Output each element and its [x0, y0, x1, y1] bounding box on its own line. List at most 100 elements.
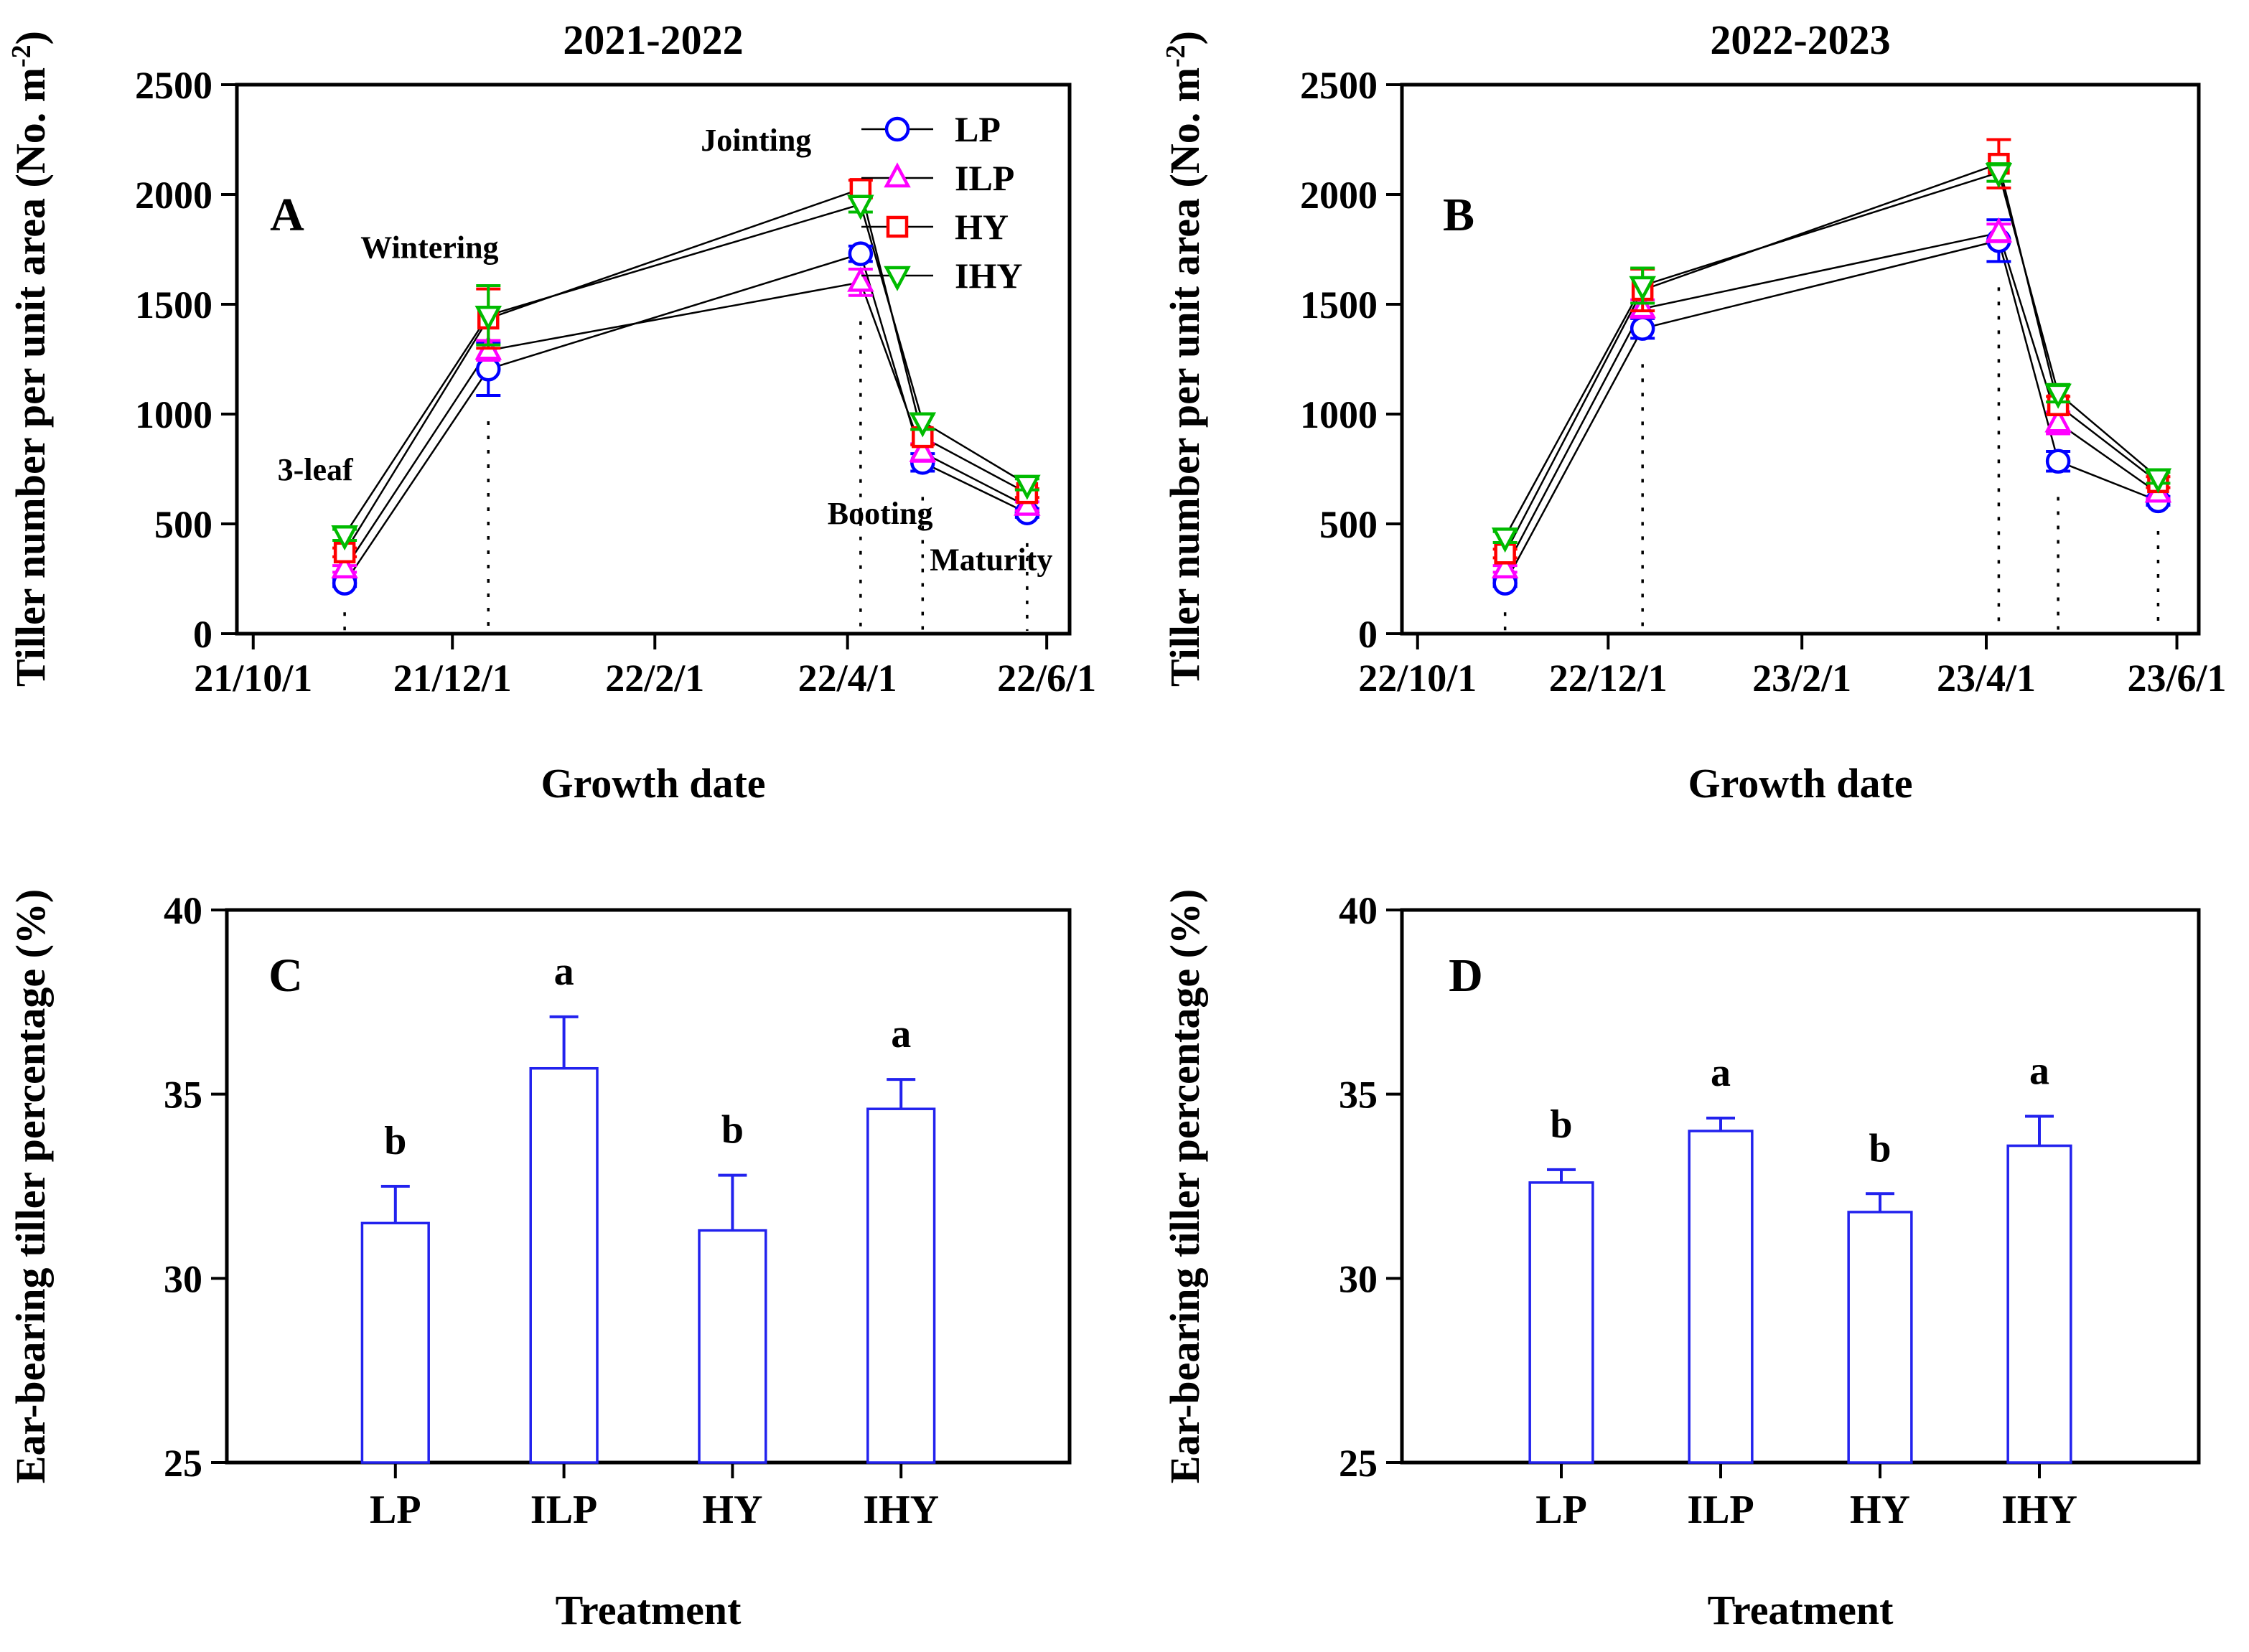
point-LP-1-circle-marker [1630, 316, 1655, 341]
y-tick-label: 0 [1358, 613, 1378, 656]
stage-label-3-leaf: 3-leaf [278, 452, 354, 487]
x-tick-label: 23/4/1 [1937, 657, 2036, 700]
panel-d-xaxis-title: Treatment [1707, 1587, 1894, 1633]
panel-d-letter: D [1449, 949, 1483, 1002]
stage-label-Maturity: Maturity [930, 542, 1052, 577]
x-tick-label: 23/2/1 [1752, 657, 1851, 700]
category-label-ILP: ILP [1687, 1488, 1754, 1532]
panel-b-plot: 0 500 1000 1500 2000 2500 22/10/1 22/12/1 23/2/1… [1300, 64, 2227, 700]
stage-label-Jointing: Jointing [701, 123, 811, 158]
series-ILP [331, 266, 1041, 578]
bar-HY [698, 1229, 767, 1464]
panel-a-plot: 0 500 1000 1500 2000 2500 21/10/1 21/12/1 22/2/1… [135, 64, 1096, 700]
panel-a-xaxis-title: Growth date [541, 760, 766, 807]
series-IHY [1491, 162, 2172, 553]
point-IHY-3-triangle-down-marker [909, 412, 937, 438]
panel-b-yaxis-title-sup: -2 [1160, 44, 1191, 67]
legend-item-IHY: IHY [861, 255, 1022, 296]
point-ILP-3-triangle-up-marker [2044, 407, 2072, 433]
panel-a-letter: A [270, 189, 304, 241]
point-ILP-2-triangle-up-marker [847, 266, 874, 292]
panel-a-yaxis-title: Tiller number per unit area (No. m-2) [6, 31, 55, 687]
panel-c-letter: C [268, 949, 303, 1002]
legend-LP-circle-marker [884, 116, 910, 142]
panel-c-xaxis-title: Treatment [555, 1587, 742, 1633]
panel-b-yaxis-title-suffix: ) [1161, 30, 1209, 45]
point-HY-0-square-marker [333, 541, 356, 564]
stage-label-Wintering: Wintering [360, 230, 498, 266]
y-tick-label: 500 [154, 503, 212, 546]
sig-letter-IHY: a [891, 1012, 911, 1056]
panel-c-yaxis-title: Ear-bearing tiller percentage (%) [6, 889, 55, 1483]
y-tick-label: 2500 [135, 64, 212, 107]
series-IHY [331, 194, 1041, 551]
legend-IHY-triangle-down-marker [884, 266, 911, 291]
panel-b-yaxis-title-text: Tiller number per unit area (No. m [1161, 67, 1209, 687]
y-tick-label: 500 [1319, 503, 1378, 546]
y-tick-label: 2000 [135, 174, 212, 217]
y-tick-label: 1500 [1300, 283, 1378, 327]
panel-d-yaxis-title-text: Ear-bearing tiller percentage (%) [1161, 888, 1209, 1484]
category-label-HY: HY [702, 1488, 762, 1532]
legend-label-ILP: ILP [955, 158, 1014, 198]
panel-c-yaxis-title-text: Ear-bearing tiller percentage (%) [7, 888, 55, 1484]
bar-IHY [2006, 1144, 2072, 1464]
legend: LP ILP HY IHY [861, 109, 1022, 296]
sig-letter-HY: b [721, 1108, 744, 1153]
bar-ILP [529, 1066, 599, 1464]
point-ILP-4-triangle-up-marker [1014, 490, 1041, 516]
point-IHY-4-triangle-down-marker [1014, 474, 1041, 500]
category-label-LP: LP [370, 1488, 421, 1532]
y-tick-label: 35 [164, 1074, 202, 1117]
panel-b-xaxis-title: Growth date [1688, 760, 1913, 807]
sig-letter-ILP: a [1711, 1051, 1731, 1095]
sig-letter-LP: b [384, 1119, 406, 1163]
series-HY [1492, 138, 2171, 565]
plot-frame [1400, 83, 2201, 636]
legend-item-ILP: ILP [861, 158, 1014, 198]
panel-a-yaxis-title-sup: -2 [6, 44, 37, 67]
bar-LP [1528, 1181, 1594, 1464]
panel-d-yaxis-title: Ear-bearing tiller percentage (%) [1160, 889, 1209, 1483]
plot-frame [235, 83, 1072, 636]
point-IHY-4-triangle-down-marker [2144, 468, 2172, 494]
legend-ILP-triangle-up-marker [884, 162, 911, 188]
sig-letter-LP: b [1550, 1102, 1572, 1147]
legend-label-HY: HY [955, 207, 1009, 247]
category-label-ILP: ILP [530, 1488, 597, 1532]
bar-IHY [866, 1107, 936, 1464]
y-tick-label: 1500 [135, 283, 212, 327]
panel-a-title: 2021-2022 [563, 17, 744, 63]
x-tick-label: 23/6/1 [2128, 657, 2227, 700]
x-tick-label: 22/10/1 [1358, 657, 1477, 700]
point-ILP-2-triangle-up-marker [1985, 217, 2013, 243]
category-label-IHY: IHY [863, 1488, 939, 1532]
series-line-IHY [1504, 171, 2159, 538]
legend-label-IHY: IHY [955, 255, 1022, 296]
point-IHY-2-triangle-down-marker [1985, 163, 2013, 189]
category-label-HY: HY [1850, 1488, 1910, 1532]
panel-b-letter: B [1442, 189, 1475, 241]
point-IHY-0-triangle-down-marker [331, 525, 358, 551]
legend-label-LP: LP [955, 109, 1001, 149]
y-tick-label: 40 [1339, 889, 1378, 932]
x-tick-label: 22/6/1 [997, 657, 1096, 700]
y-tick-label: 30 [164, 1257, 202, 1300]
plot-frame [225, 908, 1072, 1465]
y-tick-label: 1000 [135, 393, 212, 436]
category-label-LP: LP [1535, 1488, 1587, 1532]
sig-letter-HY: b [1869, 1126, 1891, 1170]
x-tick-label: 22/12/1 [1549, 657, 1668, 700]
point-ILP-0-triangle-up-marker [1491, 553, 1519, 578]
sig-letter-IHY: a [2029, 1048, 2049, 1093]
point-ILP-0-triangle-up-marker [331, 553, 358, 578]
sig-letter-ILP: a [554, 949, 574, 994]
y-tick-label: 2500 [1300, 64, 1378, 107]
panel-a-yaxis-title-suffix: ) [7, 30, 55, 45]
legend-item-LP: LP [861, 109, 1001, 149]
point-ILP-3-triangle-up-marker [909, 436, 937, 462]
x-tick-label: 22/4/1 [798, 657, 897, 700]
y-tick-label: 40 [164, 889, 202, 932]
panel-a-yaxis-title-text: Tiller number per unit area (No. m [7, 67, 55, 687]
